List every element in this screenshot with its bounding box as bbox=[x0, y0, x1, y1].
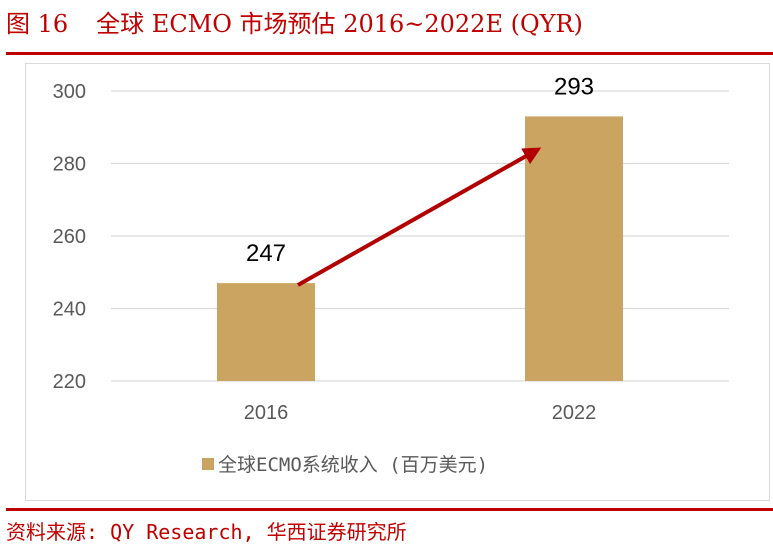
figure-title: 图 16 全球 ECMO 市场预估 2016~2022E (QYR) bbox=[6, 4, 583, 44]
growth-arrow bbox=[297, 147, 542, 287]
figure-number: 图 16 bbox=[6, 10, 69, 38]
source-rule bbox=[6, 508, 773, 511]
figure-title-text: 全球 ECMO 市场预估 2016~2022E (QYR) bbox=[96, 10, 583, 38]
y-tick-label: 260 bbox=[53, 226, 86, 248]
chart-frame: 220 240 260 280 300 247 2016 293 2022 全球ECMO系统收入 … bbox=[25, 63, 770, 501]
legend-label: 全球ECMO系统收入 (百万美元) bbox=[218, 454, 488, 476]
y-tick-label: 240 bbox=[53, 299, 86, 321]
legend-swatch bbox=[202, 458, 214, 470]
bar-2016 bbox=[217, 283, 315, 381]
title-rule bbox=[6, 52, 773, 55]
chart: 220 240 260 280 300 247 2016 293 2022 全球ECMO系统收入 … bbox=[53, 73, 729, 476]
x-tick-label: 2022 bbox=[552, 402, 597, 424]
data-label: 293 bbox=[554, 73, 594, 100]
source-note: 资料来源: QY Research, 华西证券研究所 bbox=[6, 520, 407, 544]
y-tick-label: 300 bbox=[53, 81, 86, 103]
y-tick-label: 220 bbox=[53, 371, 86, 393]
data-label: 247 bbox=[246, 240, 286, 267]
y-tick-label: 280 bbox=[53, 154, 86, 176]
x-tick-label: 2016 bbox=[244, 402, 289, 424]
bar-2022 bbox=[525, 116, 623, 381]
